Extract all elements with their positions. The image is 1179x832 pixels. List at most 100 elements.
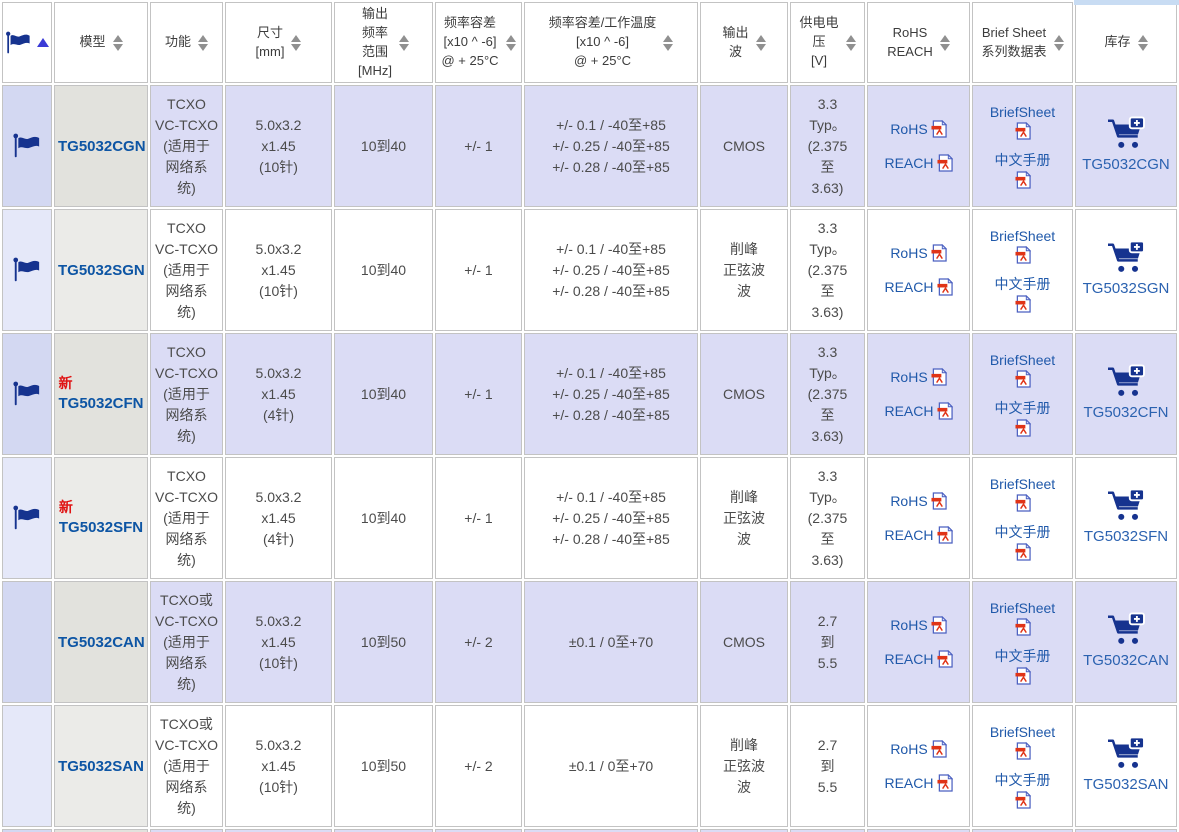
- stock-cell: TG5032CGN: [1075, 85, 1177, 208]
- flag-cell: [2, 457, 52, 580]
- sort-icon[interactable]: [505, 34, 516, 51]
- supply-voltage-cell: 2.7 到 5.5: [790, 705, 865, 828]
- column-header-rohs-reach[interactable]: RoHS REACH: [867, 2, 970, 84]
- model-cell: 新 TG5032CAN: [54, 581, 148, 704]
- flag-icon: [6, 31, 30, 54]
- partial-next-row: [2, 829, 1177, 832]
- pdf-file-icon: [1014, 666, 1031, 685]
- sort-icon[interactable]: [755, 34, 766, 51]
- rohs-pdf-link[interactable]: RoHS: [871, 615, 966, 636]
- add-to-cart-link[interactable]: TG5032SGN: [1083, 240, 1169, 301]
- column-header-tolerance[interactable]: 频率容差 [x10 ^ -6] @ + 25°C: [435, 2, 522, 84]
- tolerance-temperature-cell: +/- 0.1 / -40至+85 +/- 0.25 / -40至+85 +/-…: [524, 457, 698, 580]
- brief-sheet-pdf-link[interactable]: BriefSheet: [976, 600, 1069, 637]
- reach-pdf-link[interactable]: REACH: [871, 277, 966, 298]
- cart-plus-icon: [1107, 736, 1145, 769]
- sort-icon[interactable]: [112, 34, 123, 51]
- pdf-file-icon: [1014, 122, 1031, 140]
- reach-pdf-link[interactable]: REACH: [871, 649, 966, 670]
- model-link[interactable]: TG5032CGN: [58, 137, 146, 155]
- sort-icon[interactable]: [939, 34, 950, 51]
- chinese-manual-pdf-link[interactable]: 中文手册: [976, 400, 1069, 437]
- column-header-function[interactable]: 功能: [150, 2, 223, 84]
- brief-sheet-pdf-link[interactable]: BriefSheet: [976, 724, 1069, 761]
- model-link[interactable]: TG5032CFN: [58, 395, 144, 413]
- reach-pdf-link[interactable]: REACH: [871, 153, 966, 174]
- column-header-flag[interactable]: [2, 2, 52, 84]
- tolerance-cell: +/- 2: [435, 705, 522, 828]
- pdf-file-icon: [936, 650, 953, 668]
- reach-pdf-link[interactable]: REACH: [871, 773, 966, 794]
- add-to-cart-link[interactable]: TG5032CAN: [1083, 612, 1169, 673]
- model-link[interactable]: TG5032CAN: [58, 633, 145, 651]
- frequency-range-cell: 10到40: [334, 209, 433, 332]
- add-to-cart-link[interactable]: TG5032CFN: [1083, 364, 1169, 425]
- column-header-model[interactable]: 模型: [54, 2, 148, 84]
- reach-pdf-link[interactable]: REACH: [871, 401, 966, 422]
- rohs-pdf-link[interactable]: RoHS: [871, 367, 966, 388]
- size-cell: 5.0x3.2 x1.45 (4针): [225, 333, 332, 456]
- model-link[interactable]: TG5032SFN: [58, 519, 144, 537]
- pdf-file-icon: [931, 740, 947, 758]
- flag-icon: [13, 381, 40, 406]
- cart-plus-icon: [1108, 364, 1145, 397]
- table-row: 新 TG5032CGN TCXO VC-TCXO (适用于 网络系 统) 5.0…: [2, 85, 1177, 208]
- model-link[interactable]: TG5032SAN: [58, 757, 144, 775]
- column-header-supply-voltage[interactable]: 供电电 压 [V]: [790, 2, 865, 84]
- column-header-size[interactable]: 尺寸 [mm]: [225, 2, 332, 84]
- flag-icon: [13, 257, 40, 282]
- sort-icon[interactable]: [398, 34, 409, 51]
- output-wave-cell: CMOS: [700, 85, 788, 208]
- sort-icon[interactable]: [845, 34, 856, 51]
- column-header-brief-sheet[interactable]: Brief Sheet 系列数据表: [972, 2, 1073, 84]
- frequency-range-cell: 10到50: [334, 705, 433, 828]
- sort-icon[interactable]: [198, 34, 208, 51]
- tolerance-cell: +/- 1: [435, 457, 522, 580]
- model-link[interactable]: TG5032SGN: [58, 261, 145, 279]
- rohs-reach-cell: RoHS REACH: [867, 457, 970, 580]
- rohs-pdf-link[interactable]: RoHS: [871, 243, 966, 264]
- add-to-cart-link[interactable]: TG5032SFN: [1084, 488, 1168, 549]
- frequency-range-cell: 10到40: [334, 333, 433, 456]
- add-to-cart-link[interactable]: TG5032CGN: [1082, 116, 1170, 177]
- sort-icon[interactable]: [1053, 34, 1064, 51]
- column-header-frequency-range[interactable]: 输出 频率 范围 [MHz]: [334, 2, 433, 84]
- chinese-manual-pdf-link[interactable]: 中文手册: [976, 276, 1069, 313]
- chinese-manual-pdf-link[interactable]: 中文手册: [976, 152, 1069, 189]
- size-cell: 5.0x3.2 x1.45 (10针): [225, 705, 332, 828]
- rohs-reach-cell: RoHS REACH: [867, 333, 970, 456]
- column-header-stock[interactable]: 库存: [1075, 2, 1177, 84]
- add-to-cart-link[interactable]: TG5032SAN: [1083, 736, 1169, 797]
- brief-sheet-pdf-link[interactable]: BriefSheet: [976, 476, 1069, 513]
- sort-icon[interactable]: [1137, 34, 1148, 51]
- column-header-tolerance-temperature[interactable]: 频率容差/工作温度 [x10 ^ -6] @ + 25°C: [524, 2, 698, 84]
- pdf-file-icon: [1014, 542, 1031, 561]
- output-wave-cell: 削峰 正弦波 波: [700, 457, 788, 580]
- reach-pdf-link[interactable]: REACH: [871, 525, 966, 546]
- tolerance-temperature-cell: ±0.1 / 0至+70: [524, 581, 698, 704]
- chinese-manual-pdf-link[interactable]: 中文手册: [976, 772, 1069, 809]
- function-cell: TCXO VC-TCXO (适用于 网络系 统): [150, 209, 223, 332]
- rohs-pdf-link[interactable]: RoHS: [871, 119, 966, 140]
- brief-sheet-pdf-link[interactable]: BriefSheet: [976, 104, 1069, 141]
- sort-icon[interactable]: [663, 34, 674, 51]
- chinese-manual-pdf-link[interactable]: 中文手册: [976, 648, 1069, 685]
- tolerance-temperature-cell: +/- 0.1 / -40至+85 +/- 0.25 / -40至+85 +/-…: [524, 209, 698, 332]
- brief-sheet-pdf-link[interactable]: BriefSheet: [976, 352, 1069, 389]
- sort-icon[interactable]: [291, 34, 302, 51]
- brief-sheet-pdf-link[interactable]: BriefSheet: [976, 228, 1069, 265]
- column-header-output-wave[interactable]: 输出 波: [700, 2, 788, 84]
- frequency-range-cell: 10到50: [334, 581, 433, 704]
- chinese-manual-pdf-link[interactable]: 中文手册: [976, 524, 1069, 561]
- new-badge: 新: [58, 499, 73, 516]
- size-cell: 5.0x3.2 x1.45 (10针): [225, 209, 332, 332]
- flag-icon: [13, 505, 40, 530]
- header-row: 模型 功能 尺寸 [mm] 输出 频率 范围 [MHz] 频率容差 [x10 ^…: [2, 2, 1177, 84]
- frequency-range-cell: 10到40: [334, 85, 433, 208]
- rohs-pdf-link[interactable]: RoHS: [871, 491, 966, 512]
- output-wave-cell: 削峰 正弦波 波: [700, 705, 788, 828]
- size-cell: 5.0x3.2 x1.45 (4针): [225, 457, 332, 580]
- supply-voltage-cell: 3.3 Typ。 (2.375 至 3.63): [790, 333, 865, 456]
- rohs-pdf-link[interactable]: RoHS: [871, 739, 966, 760]
